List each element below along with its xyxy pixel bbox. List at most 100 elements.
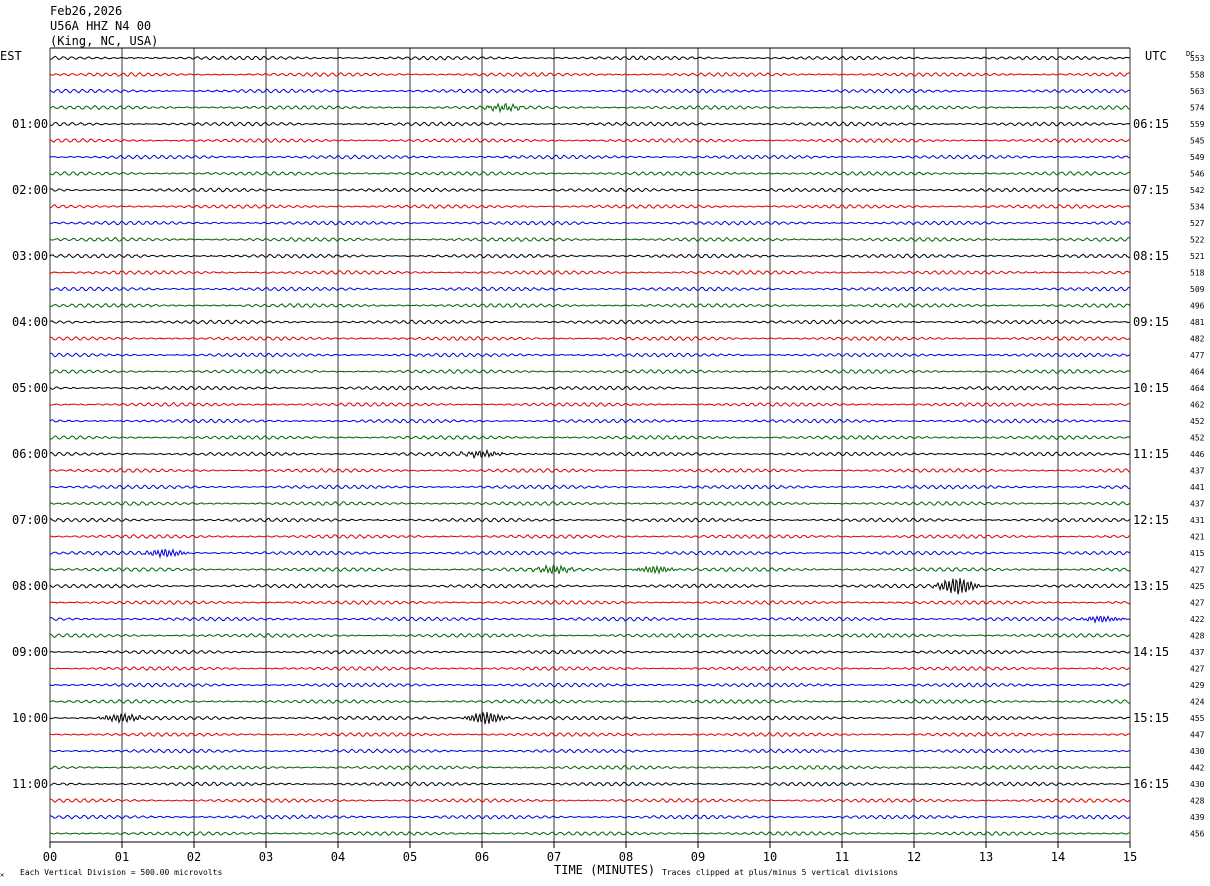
dc-offset-value: 427 [1190,566,1205,575]
seismic-trace-line [49,137,1131,143]
right-hour-label: 07:15 [1133,183,1169,197]
right-hour-label: 08:15 [1133,249,1169,263]
dc-offset-value: 553 [1190,54,1205,63]
x-tick-label: 05 [403,850,417,864]
seismic-trace-line [49,501,1131,506]
seismic-trace-line [49,600,1131,605]
seismic-trace-line [49,71,1131,78]
seismic-trace-line [49,468,1131,473]
right-hour-labels: 06:15 07:15 08:15 09:15 10:15 11:15 12:15 13:15… [1133,117,1169,791]
dc-offset-value: 546 [1190,170,1205,179]
left-hour-label: 01:00 [12,117,48,131]
dc-offset-value: 509 [1190,285,1205,294]
seismic-trace-line [49,682,1131,688]
seismic-trace-line [49,711,1131,725]
seismic-trace-line [49,698,1131,704]
dc-offset-value: 464 [1190,384,1205,393]
seismic-trace-line [49,187,1131,193]
dc-offset-value: 428 [1190,632,1205,641]
seismic-trace-line [49,220,1131,226]
seismic-trace-line [49,666,1131,671]
seismic-trace-line [49,831,1131,836]
x-tick-label: 07 [547,850,561,864]
seismic-trace-line [49,154,1131,160]
seismic-trace-line [49,517,1131,523]
seismic-trace-line [49,765,1131,771]
x-tick-label: 02 [187,850,201,864]
right-hour-label: 15:15 [1133,711,1169,725]
dc-offset-value: 437 [1190,648,1205,657]
dc-offset-value: 456 [1190,830,1205,839]
dc-offset-value: 427 [1190,665,1205,674]
clip-note: Traces clipped at plus/minus 5 vertical … [662,868,898,877]
dc-offset-value: 452 [1190,434,1205,443]
seismic-trace-line [49,102,1131,114]
left-hour-label: 06:00 [12,447,48,461]
x-tick-label: 14 [1051,850,1065,864]
dc-offset-value: 549 [1190,153,1205,162]
x-tick-label: 11 [835,850,849,864]
dc-offset-value: 421 [1190,533,1205,542]
left-hour-label: 10:00 [12,711,48,725]
seismic-trace-line [49,352,1131,358]
dc-offset-value: 428 [1190,797,1205,806]
dc-offset-value: 422 [1190,615,1205,624]
dc-offset-value: 462 [1190,401,1205,410]
seismic-trace-line [49,548,1131,559]
x-tick-label: 12 [907,850,921,864]
left-hour-label: 02:00 [12,183,48,197]
x-tick-label: 09 [691,850,705,864]
seismic-trace-line [49,563,1131,576]
dc-offset-value: 441 [1190,483,1205,492]
station-label: U56A HHZ N4 00 [50,19,151,33]
dc-offset-value: 430 [1190,780,1205,789]
right-hour-label: 12:15 [1133,513,1169,527]
dc-offset-value: 415 [1190,549,1205,558]
grid-lines [49,47,1131,848]
seismic-trace-line [49,418,1131,424]
dc-offset-value: 574 [1190,104,1205,113]
seismic-trace-line [49,484,1131,490]
right-hour-label: 06:15 [1133,117,1169,131]
right-hour-label: 14:15 [1133,645,1169,659]
dc-offset-value: 431 [1190,516,1205,525]
dc-offset-value: 558 [1190,71,1205,80]
dc-offset-value: 534 [1190,203,1205,212]
seismic-trace-line [49,319,1131,325]
x-tick-label: 01 [115,850,129,864]
seismic-trace-line [49,577,1131,595]
corner-mark: ✕ [0,871,4,879]
seismic-trace-line [49,121,1131,127]
dc-offset-value: 481 [1190,318,1205,327]
dc-offset-value: 521 [1190,252,1205,261]
dc-offset-value: 563 [1190,87,1205,96]
seismic-trace-line [49,748,1130,754]
seismic-trace-line [49,649,1131,655]
left-timezone-label: EST [0,49,22,63]
x-tick-label: 10 [763,850,777,864]
seismic-trace-line [49,385,1131,391]
seismic-trace-line [49,435,1131,440]
right-timezone-label: UTC [1145,49,1167,63]
left-hour-label: 08:00 [12,579,48,593]
dc-offset-value: 545 [1190,137,1205,146]
seismic-trace-line [49,368,1131,375]
x-tick-label: 04 [331,850,345,864]
dc-offset-value: 425 [1190,582,1205,591]
dc-offset-value: 452 [1190,417,1205,426]
dc-offset-value: 522 [1190,236,1205,245]
right-hour-label: 09:15 [1133,315,1169,329]
x-tick-label: 03 [259,850,273,864]
dc-offset-value: 518 [1190,269,1205,278]
dc-offset-value: 430 [1190,747,1205,756]
seismic-trace-line [49,781,1131,787]
seismic-trace-line [49,335,1131,341]
seismic-trace-line [49,88,1131,94]
dc-offset-value: 424 [1190,698,1205,707]
dc-offset-value: 446 [1190,450,1205,459]
right-hour-label: 10:15 [1133,381,1169,395]
dc-label: DC [1186,50,1194,58]
location-label: (King, NC, USA) [50,34,158,48]
seismic-trace-line [49,303,1131,309]
